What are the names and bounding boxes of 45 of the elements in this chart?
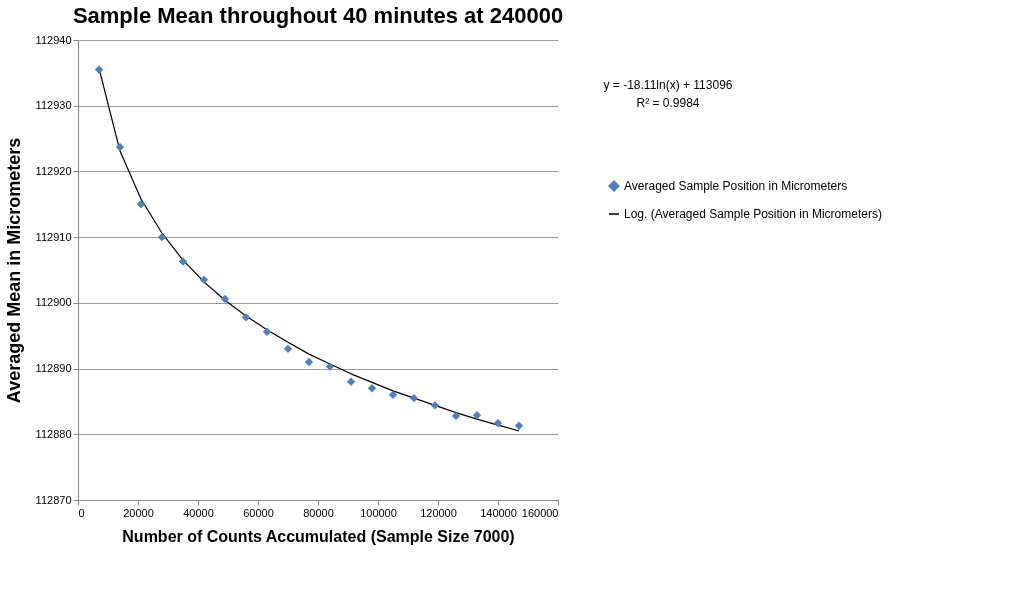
y-tick-label: 112900 (35, 296, 72, 309)
x-tick-label: 80000 (303, 506, 334, 519)
point (283, 344, 293, 354)
point (136, 200, 146, 209)
point (304, 357, 314, 367)
x-tick-label: 140000 (480, 506, 517, 519)
y-tick-label: 112920 (35, 164, 72, 177)
point (157, 232, 167, 242)
y-tick-label: 112910 (35, 230, 72, 243)
point (493, 418, 503, 428)
x-axis-title: Number of Counts Accumulated (Sample Size 7000) (122, 527, 515, 545)
point (325, 362, 335, 371)
point (451, 411, 461, 421)
point (472, 411, 482, 420)
y-tick-label: 112940 (35, 33, 72, 46)
x-tick-label: 40000 (183, 506, 214, 519)
point (178, 257, 188, 266)
x-tick-label: 100000 (360, 506, 397, 519)
point (94, 65, 104, 74)
y-tick-label: 112880 (35, 427, 72, 440)
y-tick-label: 112890 (35, 362, 72, 375)
point (430, 401, 440, 410)
legend-label: Log. (Averaged Sample Position in Micrometers) (624, 207, 882, 221)
point (115, 142, 125, 152)
point (262, 327, 272, 336)
point (199, 275, 209, 285)
x-tick-label: 20000 (123, 506, 154, 519)
text: R² = 0.9984 (636, 96, 700, 110)
x-tick-label: 0 (78, 506, 85, 519)
text: y = -18.11ln(x) + 113096 (603, 78, 733, 92)
y-axis-title: Averaged Mean in Micrometers (3, 137, 24, 404)
chart-title: Sample Mean throughout 40 minutes at 240000 (72, 3, 564, 28)
point (409, 393, 419, 403)
x-tick-label: 160000 (521, 506, 559, 519)
legend-label: Averaged Sample Position in Micrometers (624, 179, 848, 193)
point (241, 313, 251, 322)
point (514, 421, 524, 430)
point (220, 294, 230, 304)
y-tick-label: 112930 (35, 99, 72, 112)
y-tick-label: 112870 (35, 493, 72, 506)
point (388, 390, 398, 400)
x-tick-label: 120000 (420, 506, 457, 519)
point (346, 377, 356, 386)
x-tick-label: 60000 (243, 506, 274, 519)
point (367, 384, 377, 393)
